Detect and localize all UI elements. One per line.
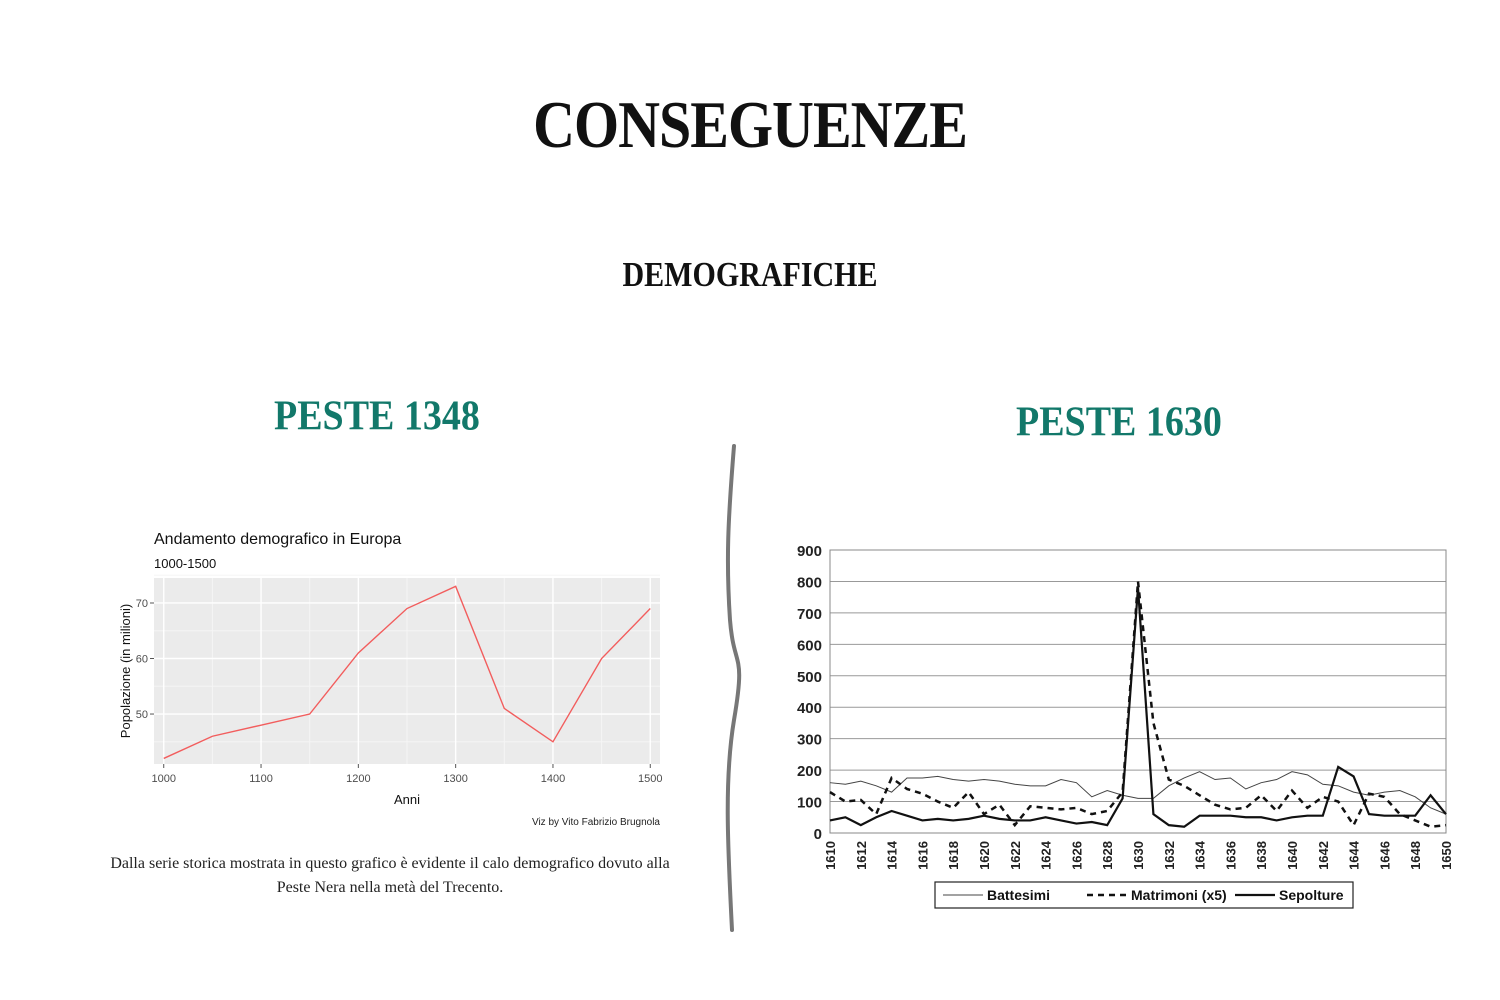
x-tick-label: 1000	[151, 773, 175, 785]
x-tick-label: 1100	[249, 773, 273, 785]
x-tick-label: 1640	[1285, 841, 1300, 870]
population-line	[163, 585, 651, 760]
x-tick-label: 1300	[443, 773, 467, 785]
legend-label: Sepolture	[1279, 887, 1344, 903]
x-tick-label: 1614	[885, 840, 900, 870]
divider-brace	[725, 444, 742, 932]
x-tick-label: 1632	[1162, 841, 1177, 870]
y-tick-label: 600	[797, 637, 822, 654]
x-tick-label: 1650	[1439, 841, 1454, 870]
x-tick-label: 1620	[977, 841, 992, 870]
legend: Battesimi Matrimoni (x5) Sepolture	[934, 881, 1354, 909]
chart-subtitle: 1000-1500	[154, 556, 216, 571]
chart-credit: Viz by Vito Fabrizio Brugnola	[532, 817, 660, 828]
y-tick-label: 900	[797, 543, 822, 560]
legend-label: Battesimi	[987, 887, 1050, 903]
x-axis-label: Anni	[394, 792, 420, 807]
x-tick-label: 1500	[638, 773, 662, 785]
series-line-battesimi	[829, 771, 1447, 815]
x-tick-label: 1200	[346, 773, 370, 785]
x-tick-label: 1622	[1008, 841, 1023, 870]
y-tick-label: 700	[797, 606, 822, 623]
x-tick-label: 1638	[1254, 841, 1269, 870]
legend-label: Matrimoni (x5)	[1131, 887, 1227, 903]
x-axis-ticks: 1610 1612 1614 1616 1618 1620 1622 1624 1626 1628…	[823, 840, 1454, 870]
page-title: CONSEGUENZE	[533, 87, 968, 162]
y-tick-label: 300	[797, 732, 822, 749]
x-tick-label: 1642	[1316, 841, 1331, 870]
x-tick-label: 1630	[1131, 841, 1146, 870]
divider-brace-path	[725, 444, 742, 932]
x-tick-label: 1618	[946, 841, 961, 870]
x-tick-label: 1648	[1408, 841, 1423, 870]
y-axis-ticks: 0 100 200 300 400 500 600 700 800 900	[797, 543, 822, 843]
series-lines	[829, 581, 1447, 828]
x-tick-label: 1610	[823, 841, 838, 870]
x-tick-label: 1644	[1347, 840, 1362, 870]
series-line-sepolture	[829, 587, 1447, 828]
y-tick-label: 500	[797, 669, 822, 686]
x-tick-label: 1612	[854, 841, 869, 870]
y-tick-label: 70	[136, 598, 148, 610]
chart-title: Andamento demografico in Europa	[154, 531, 401, 548]
plot-frame	[829, 549, 1447, 834]
x-tick-label: 1624	[1039, 840, 1054, 870]
x-axis-ticks: 1000 1100 1200 1300 1400 1500	[151, 764, 663, 785]
y-tick-label: 400	[797, 700, 822, 717]
y-tick-label: 60	[136, 654, 148, 666]
y-tick-label: 100	[797, 795, 822, 812]
chart-caption: Dalla serie storica mostrata in questo g…	[110, 855, 670, 896]
x-tick-label: 1634	[1193, 840, 1208, 870]
heading-peste-1630: PESTE 1630	[1016, 399, 1222, 446]
y-tick-label: 50	[136, 709, 148, 721]
x-tick-label: 1646	[1377, 841, 1392, 870]
y-tick-label: 800	[797, 574, 822, 591]
x-tick-label: 1616	[915, 841, 930, 870]
page-subtitle: DEMOGRAFICHE	[622, 256, 878, 294]
europe-population-chart: Andamento demografico in Europa 1000-150…	[118, 531, 663, 828]
y-axis-ticks: 50 60 70	[136, 598, 154, 721]
legend-box	[934, 881, 1354, 909]
heading-peste-1348: PESTE 1348	[274, 393, 480, 440]
x-tick-label: 1628	[1100, 841, 1115, 870]
x-tick-label: 1400	[541, 773, 565, 785]
x-tick-label: 1636	[1223, 841, 1238, 870]
y-tick-label: 200	[797, 763, 822, 780]
y-axis-label: Popolazione (in milioni)	[118, 604, 133, 738]
x-tick-label: 1626	[1069, 841, 1084, 870]
series-line-matrimoni	[829, 581, 1447, 828]
y-tick-label: 0	[814, 826, 822, 843]
